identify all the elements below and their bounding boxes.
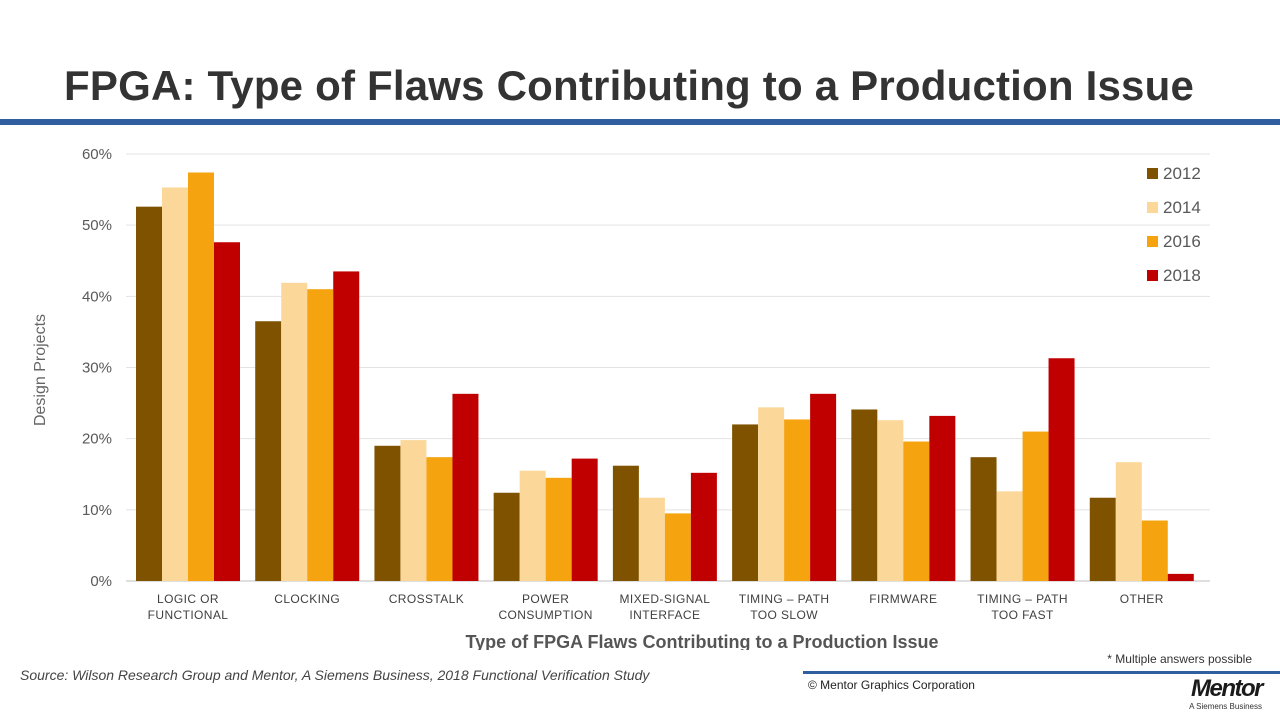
- bar-2014-3: [519, 470, 546, 581]
- bar-2016-4: [664, 513, 691, 581]
- legend-swatch-2016: [1147, 236, 1158, 247]
- bar-2018-0: [214, 242, 240, 581]
- x-tick-label: MIXED-SIGNAL: [619, 592, 710, 606]
- legend-label-2012: 2012: [1163, 164, 1201, 183]
- bar-2016-8: [1141, 520, 1168, 581]
- y-tick-label: 40%: [82, 288, 112, 305]
- copyright-text: © Mentor Graphics Corporation: [808, 678, 975, 692]
- bar-2012-0: [136, 206, 162, 581]
- y-tick-label: 30%: [82, 360, 112, 377]
- bar-2014-4: [638, 497, 665, 581]
- x-tick-label: FUNCTIONAL: [148, 608, 229, 622]
- bar-2016-7: [1022, 431, 1049, 581]
- bar-2016-6: [903, 441, 930, 581]
- bar-2016-2: [426, 457, 453, 581]
- bar-2014-8: [1115, 462, 1142, 581]
- y-tick-label: 10%: [82, 502, 112, 519]
- x-tick-label: LOGIC OR: [157, 592, 219, 606]
- bar-2012-1: [255, 321, 282, 581]
- bar-chart: 0% 10% 20% 30% 40% 50% 60% LOGIC OR FUNCTIONAL CL…: [32, 146, 1210, 650]
- y-tick-label: 0%: [90, 573, 112, 590]
- mentor-logo: Mentor A Siemens Business: [1189, 675, 1263, 712]
- x-tick-label: CLOCKING: [274, 592, 340, 606]
- title-divider: [0, 119, 1280, 125]
- source-note: Source: Wilson Research Group and Mentor…: [20, 667, 650, 683]
- y-tick-label: 60%: [82, 146, 112, 163]
- x-tick-label: TIMING – PATH: [739, 592, 830, 606]
- bar-2016-5: [784, 419, 811, 581]
- x-axis-title: Type of FPGA Flaws Contributing to a Pro…: [465, 632, 938, 650]
- x-tick-label: FIRMWARE: [869, 592, 937, 606]
- bar-2016-1: [307, 289, 334, 581]
- legend-label-2014: 2014: [1163, 198, 1201, 217]
- x-tick-label: INTERFACE: [629, 608, 700, 622]
- bar-2018-8: [1167, 573, 1194, 581]
- x-tick-label: OTHER: [1120, 592, 1164, 606]
- bar-2016-3: [545, 477, 572, 581]
- bar-2014-1: [281, 282, 308, 581]
- x-tick-label: TIMING – PATH: [977, 592, 1068, 606]
- y-tick-label: 50%: [82, 217, 112, 234]
- bar-2012-4: [612, 465, 639, 581]
- legend-label-2018: 2018: [1163, 266, 1201, 285]
- bar-2016-0: [188, 172, 214, 581]
- x-tick-label: POWER: [522, 592, 569, 606]
- bar-2012-8: [1089, 497, 1116, 581]
- x-tick-label: CROSSTALK: [389, 592, 464, 606]
- bar-2018-6: [929, 415, 956, 581]
- bar-2012-7: [970, 457, 997, 581]
- bar-2018-3: [571, 458, 598, 581]
- legend-label-2016: 2016: [1163, 232, 1201, 251]
- y-tick-label: 20%: [82, 431, 112, 448]
- legend-swatch-2018: [1147, 270, 1158, 281]
- slide-title: FPGA: Type of Flaws Contributing to a Pr…: [64, 62, 1195, 109]
- bar-2018-2: [452, 393, 479, 581]
- bar-2012-5: [732, 424, 759, 581]
- x-tick-label: TOO FAST: [991, 608, 1054, 622]
- bar-2018-7: [1048, 358, 1075, 581]
- y-axis-title: Design Projects: [32, 314, 49, 426]
- bar-2012-2: [374, 445, 401, 581]
- logo-tagline: A Siemens Business: [1189, 702, 1262, 711]
- x-tick-label: TOO SLOW: [750, 608, 818, 622]
- logo-wordmark: Mentor: [1191, 675, 1263, 702]
- bar-2014-2: [400, 440, 427, 581]
- bar-2014-5: [758, 407, 785, 581]
- footnote: * Multiple answers possible: [1107, 652, 1252, 666]
- bar-2012-3: [493, 492, 520, 581]
- legend-swatch-2014: [1147, 202, 1158, 213]
- bar-2014-6: [877, 420, 904, 581]
- bar-2018-1: [333, 271, 360, 581]
- bar-2018-5: [810, 393, 837, 581]
- footer-divider: [803, 671, 1280, 674]
- bar-2018-4: [690, 472, 717, 581]
- bar-2014-7: [996, 491, 1023, 581]
- legend-swatch-2012: [1147, 168, 1158, 179]
- bar-2012-6: [851, 409, 878, 581]
- x-tick-label: CONSUMPTION: [498, 608, 592, 622]
- bar-2014-0: [162, 187, 188, 581]
